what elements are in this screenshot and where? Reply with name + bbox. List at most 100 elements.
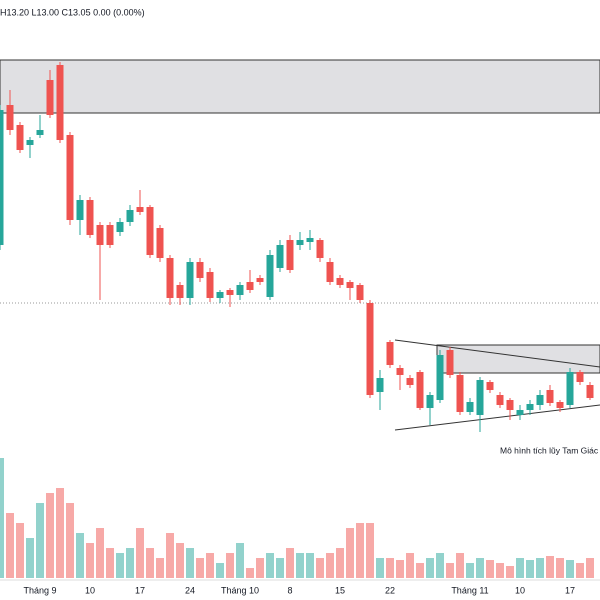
x-tick-label: Tháng 11 xyxy=(451,585,488,595)
candle-body xyxy=(396,368,404,375)
candle-body xyxy=(146,207,154,255)
volume-layer xyxy=(0,458,594,578)
candle-body xyxy=(126,210,134,222)
volume-bar xyxy=(386,558,394,578)
candle-body xyxy=(166,258,174,298)
volume-bar xyxy=(96,528,104,578)
triangle-bottom xyxy=(394,404,600,431)
candle-body xyxy=(46,80,54,115)
volume-bar xyxy=(586,558,594,578)
candle-body xyxy=(316,240,324,258)
candle-body xyxy=(446,350,454,375)
candle-body xyxy=(106,225,114,245)
volume-bar xyxy=(286,548,294,578)
volume-bar xyxy=(86,543,94,578)
candle-body xyxy=(586,385,594,398)
candle-body xyxy=(226,290,234,295)
volume-bar xyxy=(106,548,114,578)
volume-bar xyxy=(76,533,84,578)
volume-bar xyxy=(576,563,584,578)
resistance-zone xyxy=(0,59,600,114)
candle-body xyxy=(456,375,464,412)
volume-bar xyxy=(276,558,284,578)
candle-body xyxy=(376,378,384,392)
candle-body xyxy=(96,225,104,245)
volume-bar xyxy=(116,553,124,578)
candle-body xyxy=(406,378,414,385)
volume-bar xyxy=(346,528,354,578)
x-tick-label: Tháng 9 xyxy=(23,585,56,595)
volume-bar xyxy=(396,560,404,578)
x-axis-band xyxy=(0,580,600,600)
candle-body xyxy=(336,278,344,285)
volume-bar xyxy=(506,566,514,578)
volume-bar xyxy=(376,558,384,578)
candle-body xyxy=(176,285,184,298)
volume-bar xyxy=(326,553,334,578)
candle-body xyxy=(6,105,14,130)
candle-body xyxy=(516,410,524,415)
candle-body xyxy=(426,395,434,408)
volume-bar xyxy=(266,553,274,578)
candle-body xyxy=(526,404,534,410)
volume-bar xyxy=(166,533,174,578)
volume-bar xyxy=(136,528,144,578)
candle-body xyxy=(0,110,4,245)
volume-bar xyxy=(226,553,234,578)
volume-bar xyxy=(56,488,64,578)
candle-body xyxy=(576,372,584,382)
volume-bar xyxy=(556,558,564,578)
x-tick-label: Tháng 10 xyxy=(221,585,259,595)
volume-bar xyxy=(186,548,194,578)
volume-bar xyxy=(0,458,4,578)
candle-body xyxy=(546,390,554,403)
candle-body xyxy=(246,282,254,290)
volume-bar xyxy=(16,523,24,578)
candle-body xyxy=(386,342,394,365)
candle-body xyxy=(36,130,44,135)
volume-bar xyxy=(66,503,74,578)
x-tick-label: 22 xyxy=(385,585,395,595)
candle-body xyxy=(76,200,84,220)
volume-bar xyxy=(356,523,364,578)
candle-body xyxy=(536,395,544,405)
volume-bar xyxy=(176,543,184,578)
volume-bar xyxy=(46,493,54,578)
volume-bar xyxy=(196,558,204,578)
candle-body xyxy=(556,402,564,408)
candle-body xyxy=(366,303,374,395)
volume-bar xyxy=(26,538,34,578)
volume-bar xyxy=(126,548,134,578)
volume-bar xyxy=(526,560,534,578)
candle-body xyxy=(26,140,34,145)
volume-bar xyxy=(216,563,224,578)
candle-body xyxy=(466,402,474,412)
candle-body xyxy=(216,292,224,298)
volume-bar xyxy=(426,558,434,578)
candle-body xyxy=(296,240,304,245)
candle-body xyxy=(416,372,424,408)
volume-bar xyxy=(406,553,414,578)
candle-body xyxy=(86,200,94,235)
volume-bar xyxy=(246,568,254,578)
x-tick-label: 10 xyxy=(515,585,525,595)
candle-body xyxy=(196,262,204,278)
candle-body xyxy=(256,278,264,282)
volume-bar xyxy=(486,560,494,578)
volume-bar xyxy=(416,563,424,578)
volume-bar xyxy=(496,563,504,578)
volume-bar xyxy=(436,553,444,578)
candle-body xyxy=(206,272,214,298)
candle-body xyxy=(116,222,124,232)
volume-bar xyxy=(466,563,474,578)
volume-bar xyxy=(306,553,314,578)
candle-body xyxy=(136,207,144,212)
volume-bar xyxy=(156,558,164,578)
candle-body xyxy=(56,65,64,140)
candle-body xyxy=(326,262,334,282)
volume-bar xyxy=(296,553,304,578)
volume-bar xyxy=(6,513,14,578)
candle-body xyxy=(436,355,444,400)
candle-body xyxy=(236,285,244,295)
